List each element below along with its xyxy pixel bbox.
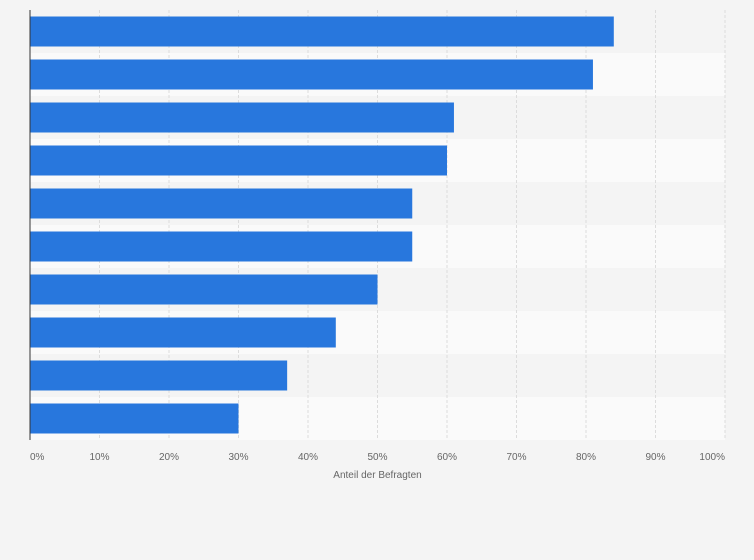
x-axis-title: Anteil der Befragten <box>333 470 421 481</box>
x-tick-label: 100% <box>699 452 725 463</box>
bar[interactable] <box>30 317 336 348</box>
x-tick-label: 20% <box>159 452 179 463</box>
bar[interactable] <box>30 231 413 262</box>
bar[interactable] <box>30 274 378 305</box>
x-tick-labels: 0% 10% 20% 30% 40% 50% 60% 70% 80% 90% 100% <box>30 452 725 463</box>
x-tick-label: 50% <box>367 452 387 463</box>
bars <box>30 16 614 434</box>
x-tick-label: 80% <box>576 452 596 463</box>
x-tick-label: 40% <box>298 452 318 463</box>
x-tick-label: 0% <box>30 452 45 463</box>
x-tick-label: 10% <box>89 452 109 463</box>
bar[interactable] <box>30 59 593 90</box>
bar[interactable] <box>30 16 614 47</box>
bar[interactable] <box>30 145 447 176</box>
x-tick-label: 70% <box>506 452 526 463</box>
x-tick-label: 30% <box>228 452 248 463</box>
x-tick-label: 90% <box>645 452 665 463</box>
bar[interactable] <box>30 188 413 219</box>
bar[interactable] <box>30 102 454 133</box>
bar[interactable] <box>30 360 288 391</box>
bar[interactable] <box>30 403 239 434</box>
x-tick-label: 60% <box>437 452 457 463</box>
